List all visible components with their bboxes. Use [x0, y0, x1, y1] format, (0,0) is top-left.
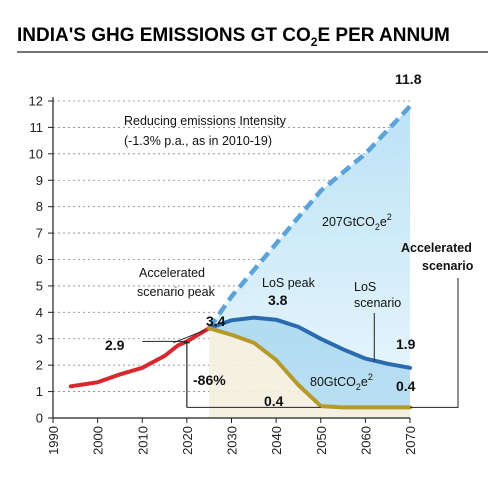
acc-end-value: 0.4 [396, 378, 416, 394]
x-tick-label-2000: 2000 [91, 426, 106, 455]
los-end-value: 1.9 [396, 336, 416, 352]
los-peak-value: 3.8 [268, 292, 288, 308]
chart-title: INDIA'S GHG EMISSIONS GT CO2E PER ANNUM [17, 25, 450, 49]
los-peak-label: LoS peak [262, 276, 316, 290]
x-tick-label-2060: 2060 [358, 426, 373, 455]
x-tick-label-2070: 2070 [403, 426, 418, 455]
los-scenario-label-line1: LoS [354, 280, 376, 294]
y-tick-label-1: 1 [36, 384, 43, 399]
y-tick-label-5: 5 [36, 278, 43, 293]
acc-budget-label: 80GtCO2e2 [310, 372, 373, 392]
y-tick-label-12: 12 [29, 94, 43, 109]
y-tick-label-3: 3 [36, 331, 43, 346]
x-tick-label-2020: 2020 [180, 426, 195, 455]
peak-value: 3.4 [206, 313, 226, 329]
area-accelerated [209, 328, 410, 418]
leader-peak [173, 329, 205, 344]
y-tick-label-6: 6 [36, 252, 43, 267]
los-scenario-label-line2: scenario [354, 296, 401, 310]
area-los-budget [209, 317, 410, 408]
series-lines [68, 104, 412, 410]
series-line-intensity [207, 104, 412, 330]
intensity-end-value: 11.8 [395, 71, 422, 87]
y-tick-label-7: 7 [36, 226, 43, 241]
y-tick-label-9: 9 [36, 173, 43, 188]
y-tick-label-0: 0 [36, 411, 43, 426]
axes [48, 97, 411, 423]
leader-lines [142, 278, 459, 408]
x-tick-labels: 1990 2000 2010 2020 2030 2040 2050 2060 2070 [46, 426, 418, 455]
acc-floor-value: 0.4 [264, 393, 284, 409]
x-tick-label-2040: 2040 [269, 426, 284, 455]
acc-peak-label-line2: scenario peak [137, 285, 216, 299]
shaded-areas [209, 106, 410, 418]
y-tick-label-4: 4 [36, 305, 43, 320]
x-tick-label-2030: 2030 [225, 426, 240, 455]
y-tick-label-8: 8 [36, 199, 43, 214]
value-2020: 2.9 [105, 337, 125, 353]
y-tick-label-2: 2 [36, 358, 43, 373]
series-line-los [207, 315, 412, 370]
x-tick-label-1990: 1990 [46, 426, 61, 455]
x-tick-label-2010: 2010 [135, 426, 150, 455]
intensity-label-line1: Reducing emissions Intensity [124, 114, 287, 128]
series-line-historical [68, 326, 212, 389]
series-line-accelerated [207, 326, 412, 410]
acc-scenario-label-line2: scenario [422, 259, 474, 273]
leader-acc-scenario [410, 278, 459, 408]
y-tick-label-10: 10 [29, 146, 43, 161]
y-tick-label-11: 11 [30, 120, 44, 135]
intensity-budget-label: 207GtCO2e2 [322, 212, 392, 232]
acc-scenario-label-line1: Accelerated [401, 241, 472, 255]
intensity-label-line2: (-1.3% p.a., as in 2010-19) [124, 134, 272, 148]
acc-peak-label-line1: Accelerated [139, 266, 205, 280]
x-tick-label-2050: 2050 [314, 426, 329, 455]
drop-percentage: -86% [193, 372, 226, 388]
